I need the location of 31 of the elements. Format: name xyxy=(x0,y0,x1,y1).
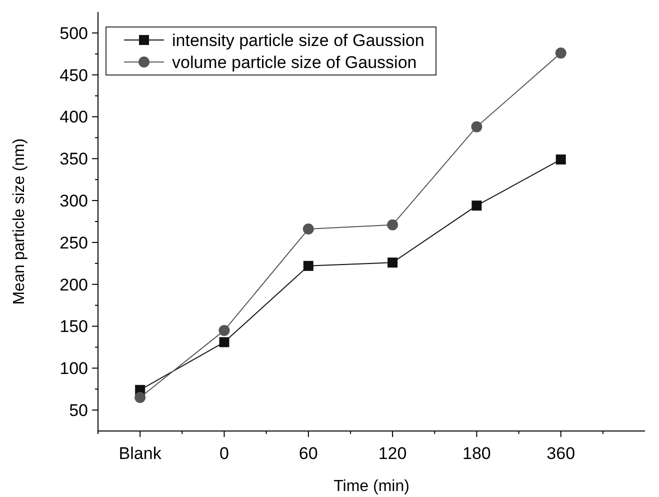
point xyxy=(303,260,314,271)
y-tick-label: 350 xyxy=(60,150,88,169)
x-axis-title: Time (min) xyxy=(334,478,410,495)
point xyxy=(387,219,398,230)
y-tick-label: 250 xyxy=(60,233,88,252)
x-tick-label: 180 xyxy=(462,444,491,463)
x-tick-label: 120 xyxy=(378,444,407,463)
y-tick-label: 200 xyxy=(60,275,88,294)
y-tick-label: 300 xyxy=(60,192,88,210)
x-tick-label: 0 xyxy=(219,444,229,463)
y-tick-label: 50 xyxy=(69,401,88,420)
y-tick-label: 150 xyxy=(60,317,88,336)
point xyxy=(555,48,566,59)
point xyxy=(471,121,482,132)
legend-label: volume particle size of Gaussion xyxy=(172,52,417,72)
point xyxy=(302,224,314,235)
y-tick-label: 450 xyxy=(60,66,88,85)
y-tick-label: 100 xyxy=(60,359,88,378)
x-tick-label: 60 xyxy=(298,444,318,463)
legend-label: intensity particle size of Gaussion xyxy=(172,30,424,50)
x-tick-label: Blank xyxy=(118,444,162,463)
point xyxy=(134,392,146,403)
point xyxy=(218,324,230,336)
y-tick-label: 400 xyxy=(60,108,88,127)
x-tick-label: 360 xyxy=(546,444,576,463)
y-axis-title: Mean particle size (nm) xyxy=(11,138,28,305)
y-tick-label: 500 xyxy=(60,24,88,43)
point xyxy=(219,337,230,348)
point xyxy=(472,200,482,211)
point xyxy=(388,258,398,268)
point xyxy=(556,154,566,164)
